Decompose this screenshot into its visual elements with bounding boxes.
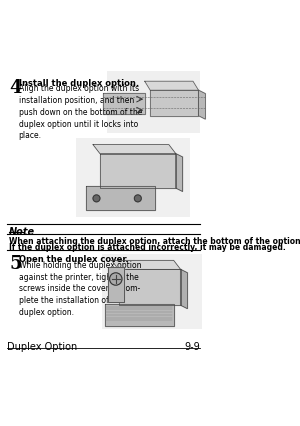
Polygon shape [176,154,183,192]
Text: 9-9: 9-9 [184,342,200,351]
Circle shape [134,196,141,202]
Polygon shape [103,94,145,114]
Polygon shape [93,145,176,154]
Text: If the duplex option is attached incorrectly, it may be damaged.: If the duplex option is attached incorre… [9,243,286,252]
Text: Note: Note [9,226,35,236]
Text: While holding the duplex option
against the printer, tighten the
screws inside t: While holding the duplex option against … [19,260,141,316]
Text: When attaching the duplex option, attach the bottom of the option first.: When attaching the duplex option, attach… [9,236,300,245]
Text: Install the duplex option.: Install the duplex option. [19,78,139,88]
Bar [102,254,202,330]
Text: 4: 4 [10,78,22,97]
Polygon shape [199,91,206,120]
Bar [107,72,200,134]
Polygon shape [150,91,199,116]
Polygon shape [86,187,155,210]
Polygon shape [108,268,124,302]
Polygon shape [118,270,181,305]
Polygon shape [145,82,199,91]
Polygon shape [100,154,176,189]
Bar [76,138,190,217]
Text: Open the duplex cover.: Open the duplex cover. [19,254,128,263]
Polygon shape [112,261,181,270]
Polygon shape [181,270,188,309]
Text: 5: 5 [10,254,22,272]
Circle shape [110,273,122,285]
Text: Duplex Option: Duplex Option [7,342,77,351]
Circle shape [93,196,100,202]
Text: Align the duplex option with its
installation position, and then
push down on th: Align the duplex option with its install… [19,84,142,140]
Polygon shape [105,304,174,326]
